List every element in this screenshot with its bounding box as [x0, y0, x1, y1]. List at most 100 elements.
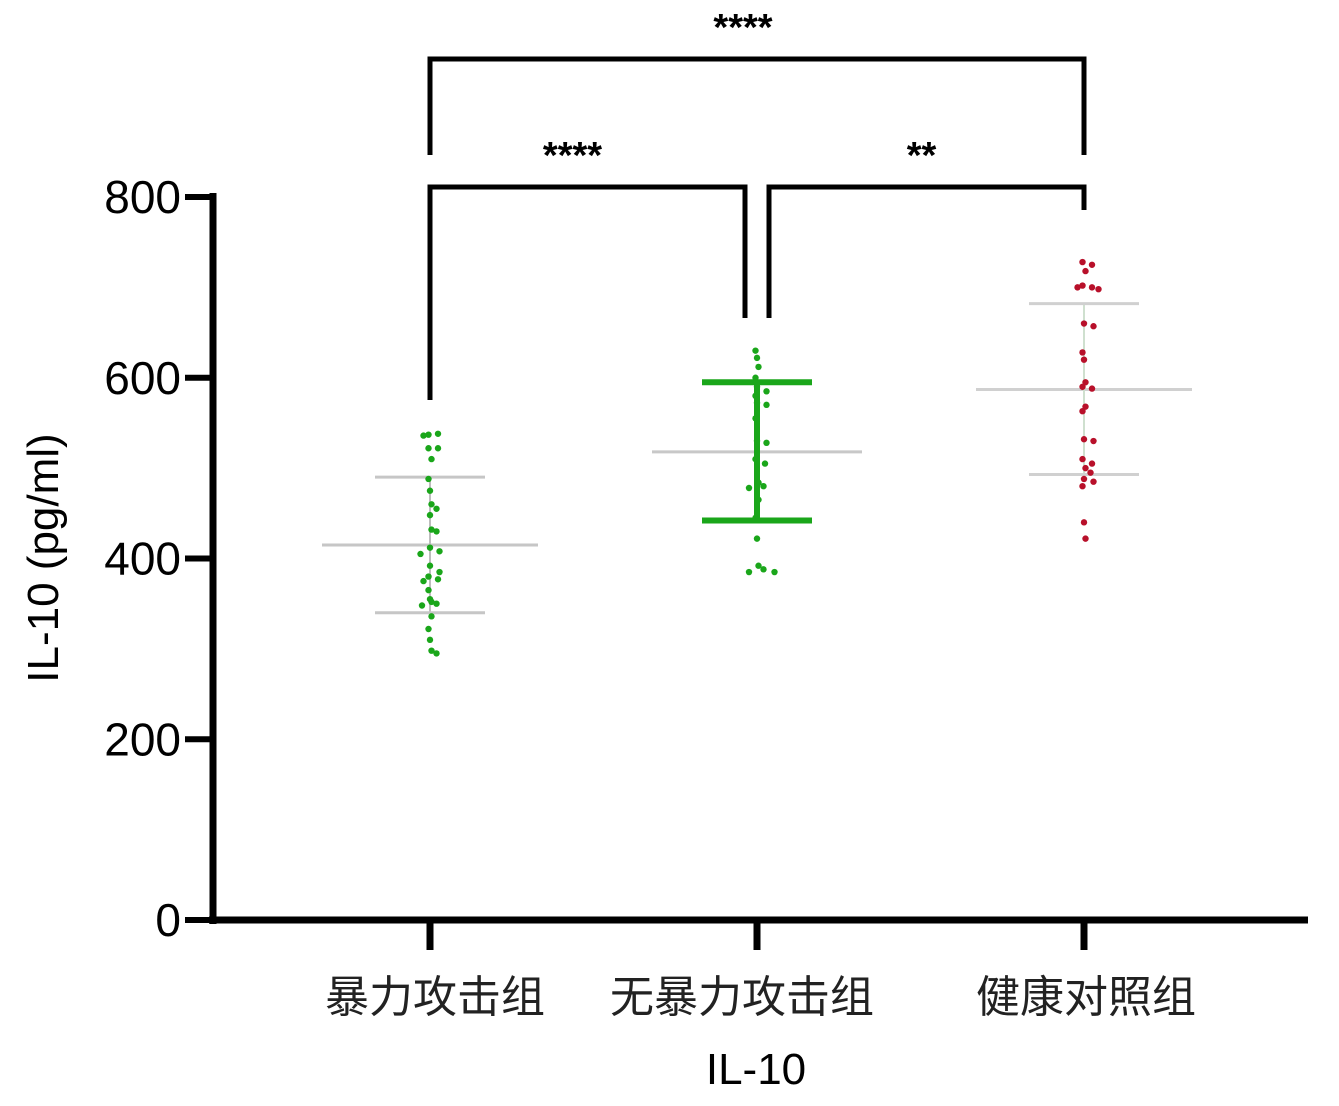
data-point: [1079, 258, 1086, 266]
significance-brackets: ******** **: [427, 7, 1087, 400]
data-point: [428, 647, 435, 654]
data-point: [752, 392, 759, 400]
data-point: [428, 526, 435, 533]
data-point: [752, 514, 759, 522]
data-point: [1090, 478, 1097, 485]
significance-label: ****: [713, 7, 772, 49]
data-point: [436, 568, 443, 576]
data-point: [426, 636, 434, 644]
data-point: [1088, 284, 1096, 291]
data-point: [425, 586, 432, 594]
data-point: [426, 511, 434, 519]
axes: 0 200 400 600 800 暴力攻击组 无暴力攻击组 健康对照组: [104, 171, 1308, 1023]
data-point: [1088, 385, 1096, 392]
data-point: [420, 577, 427, 585]
category-label: 无暴力攻击组: [610, 972, 874, 1023]
data-point: [1088, 460, 1096, 467]
data-point: [745, 484, 753, 492]
data-point: [433, 600, 440, 607]
data-point: [433, 528, 440, 535]
data-point: [1080, 475, 1088, 483]
data-point: [763, 439, 770, 447]
category-label: 健康对照组: [976, 972, 1196, 1023]
data-point: [434, 445, 442, 452]
data-point: [755, 496, 762, 503]
data-point: [418, 602, 426, 609]
data-point: [755, 562, 762, 569]
data-point: [1079, 455, 1086, 463]
data-point: [753, 535, 761, 542]
data-point: [1079, 383, 1086, 390]
data-point: [1082, 267, 1089, 275]
significance-bracket: [427, 56, 1087, 155]
data-point: [425, 431, 432, 438]
data-point: [752, 347, 759, 354]
y-axis-title: IL-10 (pg/ml): [19, 433, 68, 682]
data-point: [1095, 285, 1102, 293]
data-point: [426, 487, 434, 494]
data-point: [1082, 379, 1089, 386]
significance-bracket: [427, 184, 748, 400]
data-point: [752, 415, 759, 422]
data-point: [760, 566, 767, 573]
y-tick-label: 800: [104, 171, 181, 223]
data-point: [1088, 261, 1096, 268]
data-point: [426, 544, 434, 551]
data-point: [426, 562, 434, 569]
data-point: [763, 401, 770, 409]
data-point: [433, 505, 440, 512]
data-point: [434, 430, 442, 437]
data-point: [1079, 407, 1086, 415]
data-point: [745, 568, 753, 576]
data-point: [1080, 519, 1088, 526]
x-axis-title: IL-10: [706, 1045, 806, 1094]
data-point: [755, 363, 762, 371]
data-point: [1090, 437, 1097, 445]
y-tick-label: 200: [104, 713, 181, 765]
data-point: [1079, 349, 1086, 356]
data-point: [420, 432, 427, 439]
data-point: [763, 388, 770, 395]
data-point: [425, 445, 432, 452]
significance-bracket: [766, 184, 1087, 318]
data-point: [428, 613, 435, 620]
data-point: [761, 460, 769, 467]
data-points: [417, 258, 1102, 657]
data-point: [1080, 320, 1088, 327]
data-point: [753, 437, 761, 445]
data-point: [752, 374, 759, 381]
data-point: [1090, 323, 1097, 330]
data-point: [425, 625, 432, 633]
data-point: [428, 598, 435, 606]
data-point: [1080, 356, 1088, 363]
data-point: [417, 550, 424, 558]
data-point: [753, 399, 761, 407]
data-point: [1082, 464, 1089, 472]
data-point: [1087, 469, 1094, 476]
data-point: [433, 650, 440, 657]
data-point: [1082, 535, 1089, 542]
data-point: [428, 501, 435, 508]
data-point: [1079, 282, 1086, 289]
category-label: 暴力攻击组: [325, 972, 545, 1023]
y-tick-label: 0: [155, 894, 181, 946]
data-point: [1074, 284, 1081, 291]
data-point: [752, 455, 759, 463]
data-point: [755, 479, 762, 486]
data-point: [1079, 483, 1086, 490]
data-point: [1082, 403, 1089, 410]
data-point: [1080, 436, 1088, 443]
data-point: [434, 576, 442, 583]
data-point: [771, 568, 778, 576]
data-point: [425, 573, 432, 580]
data-point: [760, 483, 767, 490]
y-tick-label: 600: [104, 352, 181, 404]
data-point: [753, 354, 761, 362]
y-tick-label: 400: [104, 533, 181, 585]
data-point: [436, 548, 443, 555]
significance-label: **: [907, 135, 937, 177]
data-point: [753, 383, 761, 390]
data-point: [428, 455, 435, 463]
significance-label: ****: [543, 135, 602, 177]
